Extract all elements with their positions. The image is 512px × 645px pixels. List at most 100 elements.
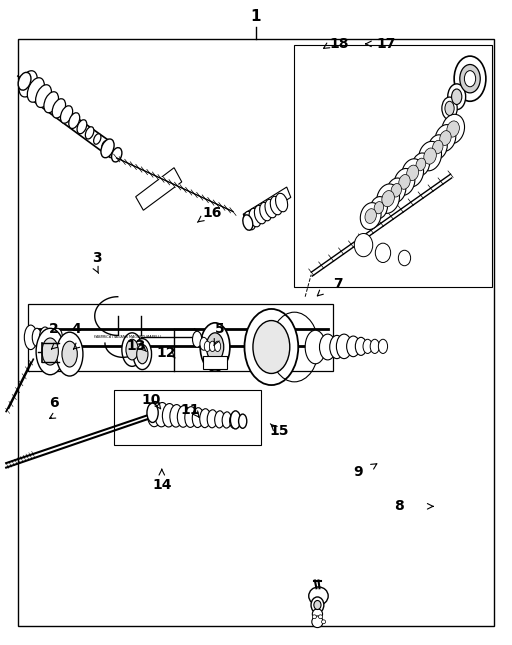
Ellipse shape: [354, 233, 373, 257]
Ellipse shape: [454, 56, 486, 101]
Ellipse shape: [69, 113, 80, 128]
Ellipse shape: [229, 413, 239, 428]
Ellipse shape: [18, 72, 31, 90]
Text: 4: 4: [71, 322, 81, 336]
Ellipse shape: [387, 178, 406, 203]
Ellipse shape: [193, 408, 204, 428]
Ellipse shape: [330, 335, 344, 359]
Ellipse shape: [36, 84, 51, 108]
Ellipse shape: [318, 615, 323, 619]
Ellipse shape: [112, 148, 122, 162]
Ellipse shape: [101, 139, 114, 158]
Text: 2: 2: [49, 322, 59, 336]
Ellipse shape: [27, 78, 45, 102]
Ellipse shape: [52, 328, 62, 346]
Ellipse shape: [452, 89, 462, 104]
Ellipse shape: [243, 215, 253, 230]
Ellipse shape: [253, 321, 290, 373]
Ellipse shape: [377, 184, 399, 213]
Ellipse shape: [19, 71, 37, 97]
Text: 11: 11: [181, 402, 200, 417]
Text: 17: 17: [377, 37, 396, 51]
Ellipse shape: [424, 148, 436, 164]
Ellipse shape: [419, 141, 441, 171]
Ellipse shape: [428, 135, 447, 159]
Text: 10: 10: [141, 393, 161, 407]
Ellipse shape: [137, 344, 148, 364]
Ellipse shape: [32, 328, 41, 346]
Ellipse shape: [399, 175, 410, 189]
Ellipse shape: [155, 402, 169, 427]
Text: 7: 7: [333, 277, 343, 291]
Ellipse shape: [312, 609, 323, 619]
Text: 6: 6: [49, 396, 58, 410]
Polygon shape: [243, 187, 291, 224]
Ellipse shape: [185, 406, 197, 428]
Text: 16: 16: [203, 206, 222, 220]
Ellipse shape: [207, 410, 218, 428]
Ellipse shape: [460, 64, 480, 93]
Ellipse shape: [433, 141, 443, 154]
Ellipse shape: [170, 404, 183, 427]
Ellipse shape: [270, 196, 282, 215]
Ellipse shape: [265, 199, 277, 218]
Ellipse shape: [245, 309, 298, 385]
Ellipse shape: [275, 194, 288, 212]
Ellipse shape: [311, 597, 324, 613]
Ellipse shape: [312, 616, 323, 628]
Ellipse shape: [447, 84, 466, 110]
Ellipse shape: [365, 209, 376, 223]
Text: 12: 12: [157, 346, 176, 361]
Ellipse shape: [305, 330, 326, 364]
Ellipse shape: [442, 114, 464, 144]
Ellipse shape: [147, 401, 162, 427]
Ellipse shape: [445, 101, 454, 115]
Ellipse shape: [52, 99, 66, 118]
Ellipse shape: [319, 334, 336, 360]
Ellipse shape: [435, 124, 456, 152]
Ellipse shape: [56, 332, 83, 376]
Ellipse shape: [147, 403, 158, 422]
Ellipse shape: [374, 202, 383, 213]
Text: 18: 18: [329, 37, 349, 51]
Ellipse shape: [260, 203, 272, 221]
Ellipse shape: [370, 339, 379, 353]
Ellipse shape: [394, 168, 415, 195]
Ellipse shape: [102, 141, 108, 150]
Ellipse shape: [222, 412, 231, 428]
Ellipse shape: [25, 325, 37, 350]
Text: 3: 3: [93, 251, 102, 265]
Ellipse shape: [363, 339, 372, 353]
Ellipse shape: [464, 71, 476, 87]
Ellipse shape: [42, 338, 58, 365]
Ellipse shape: [336, 334, 352, 359]
Ellipse shape: [193, 332, 202, 348]
Ellipse shape: [215, 341, 221, 352]
Ellipse shape: [375, 243, 391, 263]
Ellipse shape: [209, 341, 216, 352]
Ellipse shape: [382, 190, 394, 207]
Ellipse shape: [230, 411, 241, 429]
Ellipse shape: [440, 131, 451, 145]
Polygon shape: [136, 168, 182, 210]
Ellipse shape: [39, 327, 51, 348]
Ellipse shape: [60, 106, 73, 123]
Ellipse shape: [36, 328, 65, 375]
Text: 5: 5: [215, 322, 225, 336]
Ellipse shape: [407, 165, 419, 181]
Ellipse shape: [416, 158, 426, 171]
Ellipse shape: [122, 333, 142, 366]
Ellipse shape: [378, 339, 388, 353]
Text: 13: 13: [126, 339, 145, 353]
Ellipse shape: [44, 92, 58, 113]
Ellipse shape: [86, 127, 94, 139]
Text: 15: 15: [269, 424, 289, 438]
FancyBboxPatch shape: [294, 45, 492, 287]
Ellipse shape: [412, 153, 430, 176]
Ellipse shape: [360, 203, 381, 230]
Ellipse shape: [200, 337, 208, 350]
Ellipse shape: [162, 404, 176, 427]
Ellipse shape: [370, 197, 388, 219]
Ellipse shape: [312, 615, 316, 619]
Ellipse shape: [254, 205, 266, 224]
